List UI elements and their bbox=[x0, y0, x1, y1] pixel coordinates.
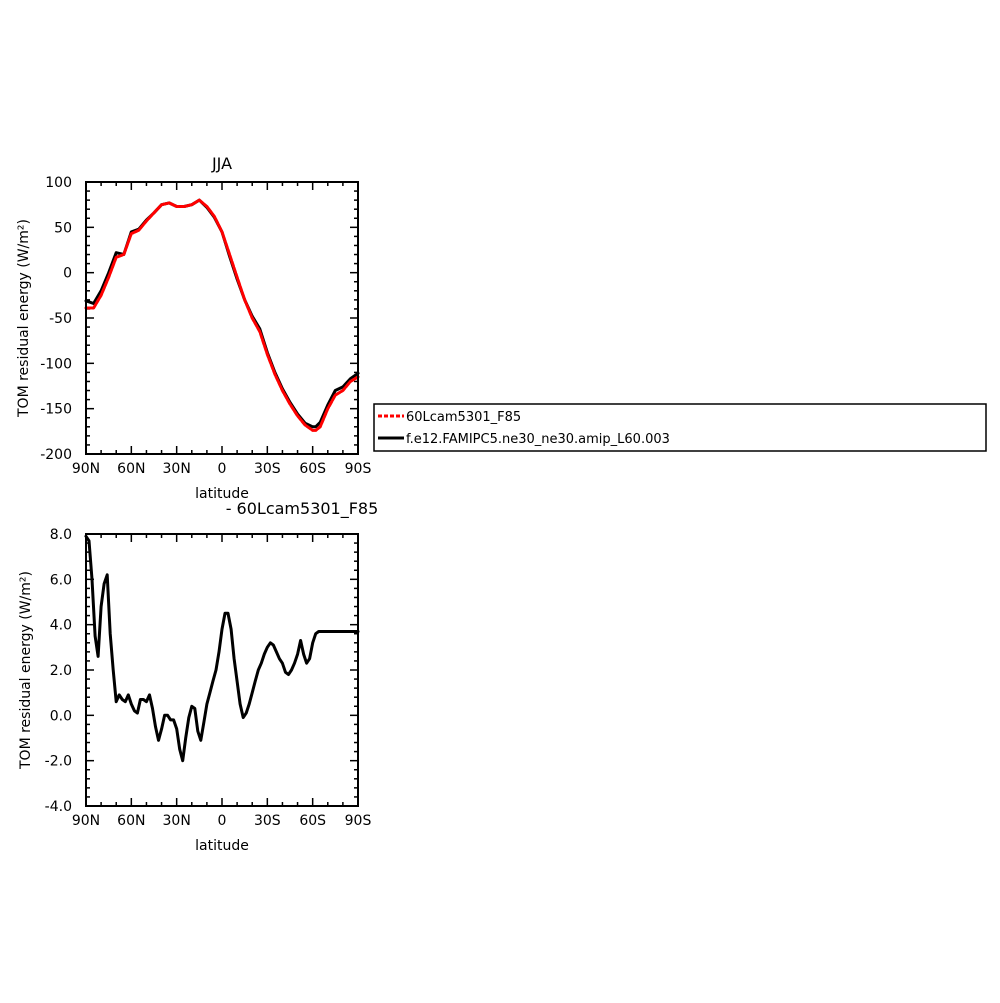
bottom-x-tick-label: 90S bbox=[345, 813, 372, 829]
top-y-axis-title: TOM residual energy (W/m²) bbox=[16, 219, 32, 418]
top-plot-title: JJA bbox=[211, 154, 232, 173]
top-y-tick-label: -150 bbox=[40, 402, 72, 418]
bottom-y-tick-label: 0.0 bbox=[50, 708, 72, 724]
top-x-tick-label: 60S bbox=[299, 461, 326, 477]
bottom-series-layer bbox=[84, 534, 360, 763]
legend: 60Lcam5301_F85 f.e12.FAMIPC5.ne30_ne30.a… bbox=[373, 403, 987, 452]
bottom-y-axis-title: TOM residual energy (W/m²) bbox=[18, 571, 34, 770]
top-x-axis-title: latitude bbox=[195, 486, 249, 502]
bottom-x-tick-label: 0 bbox=[218, 813, 227, 829]
bottom-plot-title: - 60Lcam5301_F85 bbox=[226, 499, 379, 519]
legend-label-0: 60Lcam5301_F85 bbox=[406, 410, 521, 425]
bottom-y-tick-label: 6.0 bbox=[50, 572, 72, 588]
top-y-tick-label: 100 bbox=[45, 175, 72, 191]
bottom-x-tick-label: 30S bbox=[254, 813, 281, 829]
top-x-tick-label: 90S bbox=[345, 461, 372, 477]
top-y-tick-label: 0 bbox=[63, 266, 72, 282]
bottom-y-tick-label: 4.0 bbox=[50, 618, 72, 634]
top-series-layer bbox=[84, 198, 360, 432]
top-x-tick-label: 30S bbox=[254, 461, 281, 477]
bottom-y-tick-label: 8.0 bbox=[50, 527, 72, 543]
top-x-tick-label: 30N bbox=[163, 461, 191, 477]
top-y-tick-label: -50 bbox=[49, 311, 72, 327]
bottom-y-tick-label: -4.0 bbox=[45, 799, 72, 815]
bottom-ticks: 90N 60N 30N 0 30S 60S 90S 8.0 6.0 4.0 2.0 0.0 -2.0 -4… bbox=[45, 527, 372, 829]
legend-box bbox=[373, 403, 987, 452]
bottom-x-axis-title: latitude bbox=[195, 838, 249, 854]
bottom-panel: - 60Lcam5301_F85 latitude TOM residual e… bbox=[18, 499, 378, 854]
top-series-line-0 bbox=[84, 198, 360, 432]
top-panel: JJA latitude TOM residual energy (W/m²) … bbox=[16, 154, 371, 502]
top-ticks: 90N 60N 30N 0 30S 60S 90S 100 50 0 -50 -100 -150 -200 bbox=[40, 175, 371, 477]
bottom-x-tick-label: 60N bbox=[117, 813, 145, 829]
top-y-tick-label: 50 bbox=[54, 220, 72, 236]
top-x-tick-label: 90N bbox=[72, 461, 100, 477]
top-x-tick-label: 60N bbox=[117, 461, 145, 477]
top-y-tick-label: -100 bbox=[40, 356, 72, 372]
bottom-x-tick-label: 30N bbox=[163, 813, 191, 829]
bottom-y-tick-label: -2.0 bbox=[45, 754, 72, 770]
top-plot-frame bbox=[85, 181, 359, 455]
legend-label-1: f.e12.FAMIPC5.ne30_ne30.amip_L60.003 bbox=[406, 432, 670, 447]
bottom-x-tick-label: 60S bbox=[299, 813, 326, 829]
bottom-x-tick-label: 90N bbox=[72, 813, 100, 829]
bottom-y-tick-label: 2.0 bbox=[50, 663, 72, 679]
top-x-tick-label: 0 bbox=[218, 461, 227, 477]
bottom-series-line-0 bbox=[84, 534, 360, 763]
top-y-tick-label: -200 bbox=[40, 447, 72, 463]
bottom-plot-frame bbox=[85, 533, 359, 807]
